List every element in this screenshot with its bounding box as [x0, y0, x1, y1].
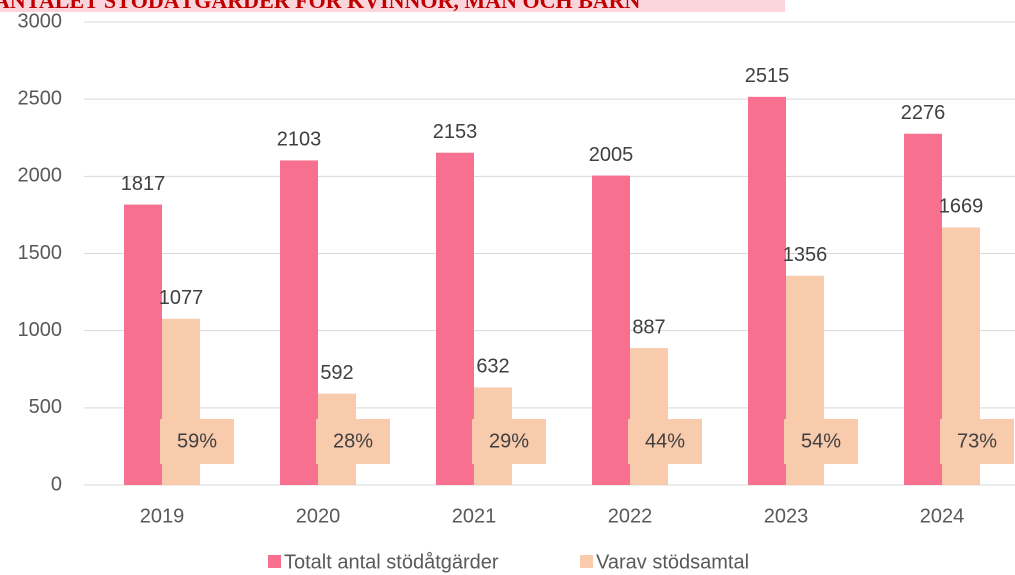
bar [280, 160, 318, 485]
bar [592, 175, 630, 486]
data-label: 2276 [901, 102, 946, 124]
bar [630, 348, 668, 485]
data-label: 632 [476, 356, 509, 378]
data-label: 592 [320, 362, 353, 384]
y-tick-label: 1500 [18, 242, 63, 264]
data-label: 1817 [121, 173, 166, 195]
x-tick-label: 2020 [296, 505, 341, 527]
bar [748, 96, 786, 485]
legend-label: Totalt antal stödåtgärder [284, 551, 499, 573]
x-tick-label: 2024 [920, 505, 965, 527]
share-label-box [160, 419, 234, 464]
y-tick-label: 2500 [18, 87, 63, 109]
share-label-box [784, 419, 858, 464]
y-tick-label: 2000 [18, 165, 63, 187]
share-label-box [316, 419, 390, 464]
data-label: 2153 [433, 121, 478, 143]
data-label: 2515 [745, 65, 790, 87]
x-tick-label: 2022 [608, 505, 653, 527]
x-tick-label: 2019 [140, 505, 185, 527]
share-label-box [628, 419, 702, 464]
share-label: 29% [489, 430, 529, 452]
bar [436, 152, 474, 485]
data-label: 2005 [589, 144, 634, 166]
legend-swatch [268, 555, 281, 568]
y-tick-label: 500 [29, 396, 62, 418]
x-tick-label: 2023 [764, 505, 809, 527]
legend-label: Varav stödsamtal [596, 551, 749, 573]
title-highlight [0, 0, 785, 12]
data-label: 1077 [159, 287, 204, 309]
x-tick-label: 2021 [452, 505, 497, 527]
share-label: 44% [645, 430, 685, 452]
share-label: 59% [177, 430, 217, 452]
share-label-box [940, 419, 1014, 464]
share-label: 73% [957, 430, 997, 452]
bar [124, 204, 162, 485]
legend-swatch [580, 555, 593, 568]
data-label: 887 [632, 316, 665, 338]
y-tick-label: 3000 [18, 10, 63, 32]
data-label: 1669 [939, 196, 984, 218]
bar [904, 133, 942, 485]
y-tick-label: 1000 [18, 319, 63, 341]
share-label-box [472, 419, 546, 464]
share-label: 28% [333, 430, 373, 452]
chart-title: ANTALET STÖDÅTGÄRDER FÖR KVINNOR, MÄN OC… [0, 0, 641, 13]
data-label: 1356 [783, 244, 828, 266]
share-label: 54% [801, 430, 841, 452]
data-label: 2103 [277, 129, 322, 151]
y-tick-label: 0 [51, 473, 62, 495]
